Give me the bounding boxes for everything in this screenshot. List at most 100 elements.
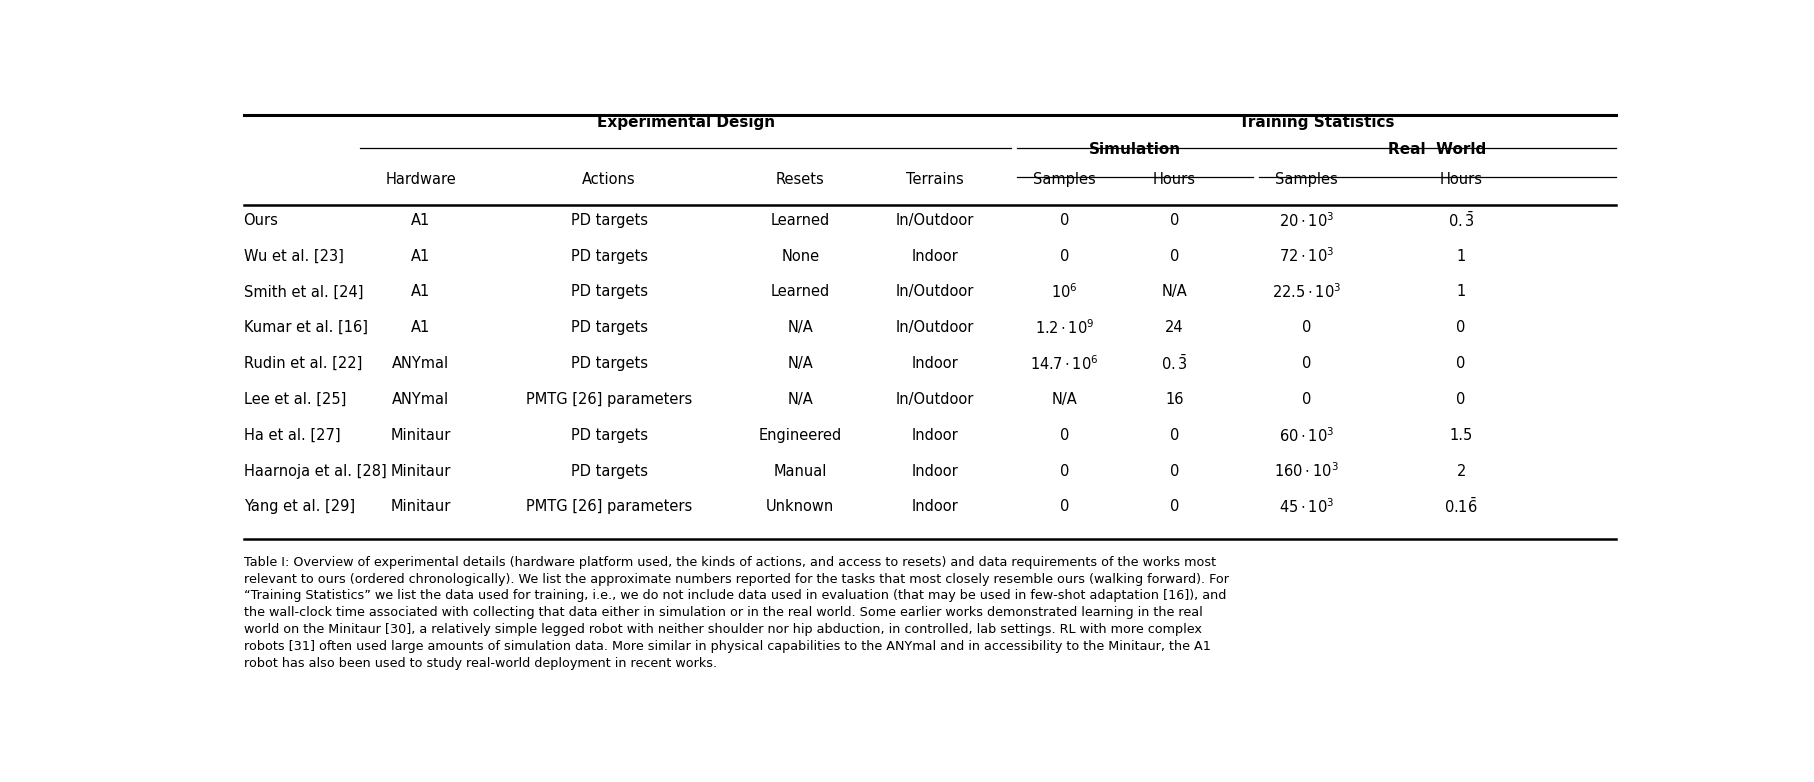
Text: Real  World: Real World xyxy=(1388,142,1486,157)
Text: $22.5 \cdot 10^3$: $22.5 \cdot 10^3$ xyxy=(1272,282,1341,301)
Text: Minitaur: Minitaur xyxy=(390,500,452,515)
Text: In/Outdoor: In/Outdoor xyxy=(896,213,974,228)
Text: Resets: Resets xyxy=(776,172,825,187)
Text: $60 \cdot 10^3$: $60 \cdot 10^3$ xyxy=(1279,426,1333,445)
Text: Samples: Samples xyxy=(1275,172,1337,187)
Text: 0: 0 xyxy=(1302,321,1312,335)
Text: 0: 0 xyxy=(1302,356,1312,371)
Text: Training Statistics: Training Statistics xyxy=(1239,115,1393,130)
Text: PMTG [26] parameters: PMTG [26] parameters xyxy=(526,500,693,515)
Text: 0: 0 xyxy=(1302,392,1312,407)
Text: $20 \cdot 10^3$: $20 \cdot 10^3$ xyxy=(1279,211,1333,230)
Text: $0.\bar{3}$: $0.\bar{3}$ xyxy=(1448,211,1475,230)
Text: Indoor: Indoor xyxy=(912,356,958,371)
Text: PD targets: PD targets xyxy=(571,249,648,264)
Text: A1: A1 xyxy=(412,213,430,228)
Text: Learned: Learned xyxy=(771,285,831,300)
Text: 16: 16 xyxy=(1165,392,1183,407)
Text: In/Outdoor: In/Outdoor xyxy=(896,392,974,407)
Text: PD targets: PD targets xyxy=(571,321,648,335)
Text: 1: 1 xyxy=(1457,249,1466,264)
Text: In/Outdoor: In/Outdoor xyxy=(896,285,974,300)
Text: 0: 0 xyxy=(1457,321,1466,335)
Text: $1.2 \cdot 10^9$: $1.2 \cdot 10^9$ xyxy=(1036,318,1094,337)
Text: N/A: N/A xyxy=(787,356,813,371)
Text: Experimental Design: Experimental Design xyxy=(597,115,775,130)
Text: 0: 0 xyxy=(1170,428,1179,443)
Text: $160 \cdot 10^3$: $160 \cdot 10^3$ xyxy=(1273,461,1339,480)
Text: Yang et al. [29]: Yang et al. [29] xyxy=(243,500,356,515)
Text: A1: A1 xyxy=(412,249,430,264)
Text: 0: 0 xyxy=(1457,392,1466,407)
Text: 2: 2 xyxy=(1457,464,1466,479)
Text: $0.\bar{3}$: $0.\bar{3}$ xyxy=(1161,354,1188,373)
Text: 0: 0 xyxy=(1170,249,1179,264)
Text: “Training Statistics” we list the data used for training, i.e., we do not includ: “Training Statistics” we list the data u… xyxy=(243,590,1226,602)
Text: robot has also been used to study real-world deployment in recent works.: robot has also been used to study real-w… xyxy=(243,657,717,670)
Text: Minitaur: Minitaur xyxy=(390,464,452,479)
Text: PD targets: PD targets xyxy=(571,285,648,300)
Text: Smith et al. [24]: Smith et al. [24] xyxy=(243,285,363,300)
Text: 0: 0 xyxy=(1457,356,1466,371)
Text: Simulation: Simulation xyxy=(1088,142,1181,157)
Text: $14.7 \cdot 10^6$: $14.7 \cdot 10^6$ xyxy=(1030,354,1099,373)
Text: PMTG [26] parameters: PMTG [26] parameters xyxy=(526,392,693,407)
Text: None: None xyxy=(782,249,820,264)
Text: Learned: Learned xyxy=(771,213,831,228)
Text: Table I: Overview of experimental details (hardware platform used, the kinds of : Table I: Overview of experimental detail… xyxy=(243,556,1215,569)
Text: N/A: N/A xyxy=(1161,285,1186,300)
Text: 0: 0 xyxy=(1059,464,1068,479)
Text: Wu et al. [23]: Wu et al. [23] xyxy=(243,249,343,264)
Text: $10^6$: $10^6$ xyxy=(1052,282,1078,301)
Text: In/Outdoor: In/Outdoor xyxy=(896,321,974,335)
Text: Hardware: Hardware xyxy=(385,172,455,187)
Text: 0: 0 xyxy=(1170,500,1179,515)
Text: Indoor: Indoor xyxy=(912,249,958,264)
Text: Minitaur: Minitaur xyxy=(390,428,452,443)
Text: robots [31] often used large amounts of simulation data. More similar in physica: robots [31] often used large amounts of … xyxy=(243,640,1210,653)
Text: $72 \cdot 10^3$: $72 \cdot 10^3$ xyxy=(1279,247,1333,265)
Text: PD targets: PD targets xyxy=(571,356,648,371)
Text: the wall-clock time associated with collecting that data either in simulation or: the wall-clock time associated with coll… xyxy=(243,606,1203,619)
Text: relevant to ours (ordered chronologically). We list the approximate numbers repo: relevant to ours (ordered chronologicall… xyxy=(243,572,1228,586)
Text: PD targets: PD targets xyxy=(571,428,648,443)
Text: 0: 0 xyxy=(1170,464,1179,479)
Text: 24: 24 xyxy=(1165,321,1183,335)
Text: 1.5: 1.5 xyxy=(1449,428,1473,443)
Text: ANYmal: ANYmal xyxy=(392,356,450,371)
Text: world on the Minitaur [30], a relatively simple legged robot with neither should: world on the Minitaur [30], a relatively… xyxy=(243,623,1201,636)
Text: Hours: Hours xyxy=(1152,172,1195,187)
Text: 1: 1 xyxy=(1457,285,1466,300)
Text: Engineered: Engineered xyxy=(758,428,842,443)
Text: 0: 0 xyxy=(1170,213,1179,228)
Text: Manual: Manual xyxy=(773,464,827,479)
Text: Kumar et al. [16]: Kumar et al. [16] xyxy=(243,321,368,335)
Text: 0: 0 xyxy=(1059,500,1068,515)
Text: A1: A1 xyxy=(412,285,430,300)
Text: Terrains: Terrains xyxy=(907,172,965,187)
Text: Hours: Hours xyxy=(1440,172,1482,187)
Text: Ha et al. [27]: Ha et al. [27] xyxy=(243,428,341,443)
Text: 0: 0 xyxy=(1059,249,1068,264)
Text: Rudin et al. [22]: Rudin et al. [22] xyxy=(243,356,363,371)
Text: 0: 0 xyxy=(1059,213,1068,228)
Text: 0: 0 xyxy=(1059,428,1068,443)
Text: Lee et al. [25]: Lee et al. [25] xyxy=(243,392,346,407)
Text: ANYmal: ANYmal xyxy=(392,392,450,407)
Text: Ours: Ours xyxy=(243,213,279,228)
Text: N/A: N/A xyxy=(1052,392,1078,407)
Text: PD targets: PD targets xyxy=(571,464,648,479)
Text: Haarnoja et al. [28]: Haarnoja et al. [28] xyxy=(243,464,386,479)
Text: Actions: Actions xyxy=(582,172,637,187)
Text: Indoor: Indoor xyxy=(912,464,958,479)
Text: N/A: N/A xyxy=(787,321,813,335)
Text: Indoor: Indoor xyxy=(912,500,958,515)
Text: PD targets: PD targets xyxy=(571,213,648,228)
Text: $45 \cdot 10^3$: $45 \cdot 10^3$ xyxy=(1279,497,1333,516)
Text: A1: A1 xyxy=(412,321,430,335)
Text: Samples: Samples xyxy=(1034,172,1096,187)
Text: N/A: N/A xyxy=(787,392,813,407)
Text: Indoor: Indoor xyxy=(912,428,958,443)
Text: $0.1\bar{6}$: $0.1\bar{6}$ xyxy=(1444,497,1478,516)
Text: Unknown: Unknown xyxy=(766,500,834,515)
